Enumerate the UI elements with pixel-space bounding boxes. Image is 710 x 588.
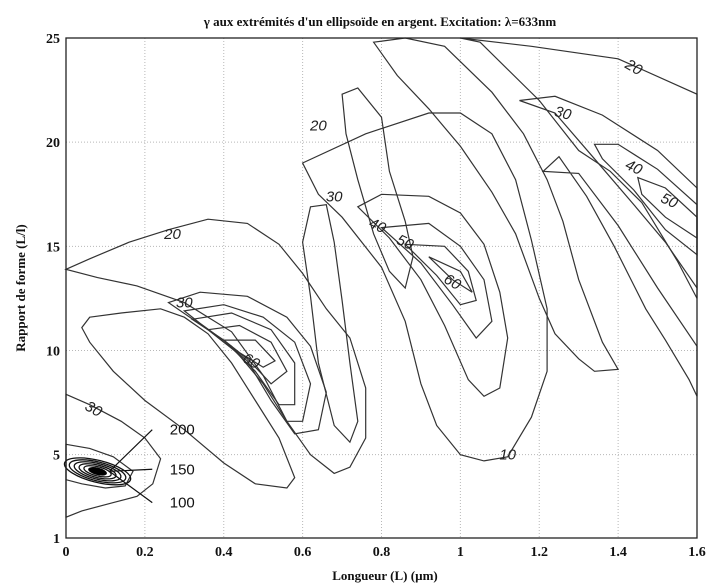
x-tick-label: 0.2 — [136, 545, 154, 560]
contour-label: 30 — [553, 103, 574, 124]
contour-line — [190, 312, 296, 406]
x-tick-label: 1 — [457, 545, 464, 560]
callout-label: 150 — [170, 461, 195, 478]
contour-label: 60 — [441, 271, 465, 294]
contour-label: 20 — [621, 56, 645, 80]
contour-line — [301, 112, 548, 462]
callout-leader — [109, 429, 153, 472]
contour-label: 30 — [82, 398, 106, 421]
callout-label: 100 — [170, 495, 195, 512]
callout-label: 200 — [170, 422, 195, 439]
contour-line — [380, 222, 493, 339]
x-axis-label: Longueur (L) (µm) — [332, 568, 437, 583]
y-axis-label: Rapport de forme (L/l) — [13, 224, 28, 351]
hotspot-contour — [83, 465, 112, 478]
x-tick-label: 1.2 — [531, 545, 549, 560]
y-tick-label: 20 — [46, 136, 60, 151]
plot-frame — [65, 37, 698, 539]
x-tick-label: 1.4 — [609, 545, 627, 560]
hotspot — [63, 457, 132, 486]
y-tick-label: 5 — [53, 449, 60, 464]
chart-title: γ aux extrémités d'un ellipsoïde en arge… — [203, 14, 557, 29]
x-tick-label: 0.6 — [294, 545, 312, 560]
contour-lines — [64, 37, 698, 519]
contour-label: 10 — [499, 447, 516, 464]
hotspot-core — [88, 467, 107, 476]
contour-label: 50 — [394, 231, 417, 254]
contour-line — [301, 204, 359, 444]
x-tick-label: 0 — [63, 545, 70, 560]
contour-label: 30 — [326, 188, 343, 205]
y-tick-label: 15 — [46, 240, 60, 255]
contour-line — [81, 308, 296, 489]
contour-line — [403, 243, 477, 306]
x-tick-label: 1.6 — [688, 545, 706, 560]
contour-label: 60 — [240, 350, 264, 373]
contour-line — [372, 37, 620, 372]
contour-line — [460, 37, 698, 299]
contour-label: 30 — [176, 295, 193, 312]
contour-line — [206, 324, 288, 385]
contour-line — [167, 291, 327, 435]
hotspot-contour — [63, 457, 132, 486]
x-tick-label: 0.4 — [215, 545, 233, 560]
y-tick-label: 25 — [46, 32, 60, 47]
hotspot-contour — [68, 459, 127, 484]
contour-label: 40 — [623, 156, 646, 179]
contour-line — [428, 256, 473, 293]
contour-line — [65, 443, 134, 489]
contour-line — [356, 193, 509, 398]
x-tick-label: 0.8 — [373, 545, 391, 560]
callout-leader — [109, 468, 153, 472]
contour-line — [64, 218, 367, 475]
contour-label: 40 — [366, 215, 389, 238]
hotspot-contour — [73, 461, 122, 482]
contour-label: 50 — [658, 190, 681, 213]
contour-line — [65, 393, 162, 519]
contour-line — [341, 87, 414, 290]
callouts: 200 150 100 — [109, 422, 195, 512]
contour-line — [222, 339, 276, 368]
contour-label: 20 — [309, 118, 327, 135]
y-tick-label: 1 — [53, 532, 60, 547]
contour-line — [541, 155, 698, 397]
y-tick-label: 10 — [46, 345, 60, 360]
grid-lines — [66, 38, 697, 538]
x-tick-labels: 0 0.2 0.4 0.6 0.8 1 1.2 1.4 1.6 — [63, 545, 706, 560]
callout-leader — [109, 470, 153, 504]
contour-label: 20 — [163, 226, 181, 243]
